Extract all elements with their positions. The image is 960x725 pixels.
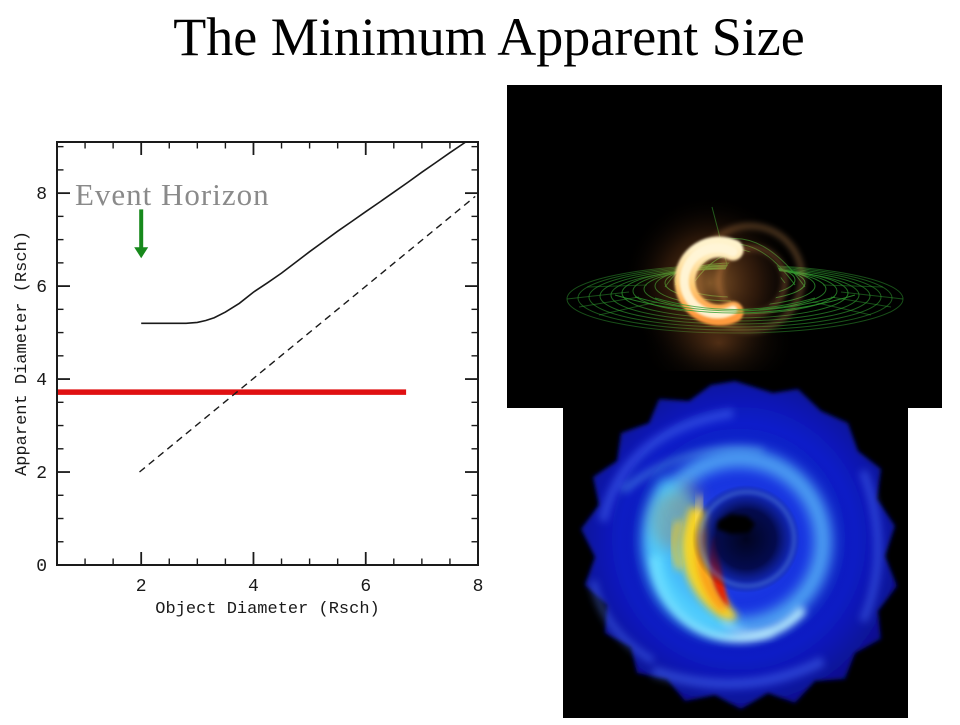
lensed-black-hole-image (507, 85, 942, 408)
svg-text:2: 2 (36, 464, 47, 484)
svg-text:8: 8 (473, 577, 484, 597)
apparent-diameter-curve (141, 141, 467, 325)
object-diameter-identity-line (139, 195, 476, 473)
accretion-disk-image (563, 371, 908, 718)
svg-text:6: 6 (36, 278, 47, 298)
x-axis-label: Object Diameter (Rsch) (155, 600, 379, 619)
event-horizon-label: Event Horizon (75, 177, 270, 212)
svg-text:4: 4 (248, 577, 259, 597)
y-axis-label: Apparent Diameter (Rsch) (13, 231, 32, 476)
svg-text:4: 4 (36, 371, 47, 391)
svg-text:0: 0 (36, 557, 47, 577)
svg-text:2: 2 (136, 577, 147, 597)
svg-text:6: 6 (360, 577, 371, 597)
slide-title: The Minimum Apparent Size (173, 7, 805, 67)
svg-text:8: 8 (36, 185, 47, 205)
